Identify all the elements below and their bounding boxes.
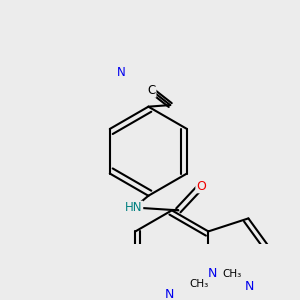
Text: N: N <box>165 288 174 300</box>
Text: N: N <box>245 280 254 293</box>
Text: CH₃: CH₃ <box>189 279 208 289</box>
Text: C: C <box>148 84 156 97</box>
Text: CH₃: CH₃ <box>222 268 242 278</box>
Text: N: N <box>117 66 126 79</box>
Text: N: N <box>208 267 218 280</box>
Text: O: O <box>196 180 206 193</box>
Text: HN: HN <box>125 201 142 214</box>
